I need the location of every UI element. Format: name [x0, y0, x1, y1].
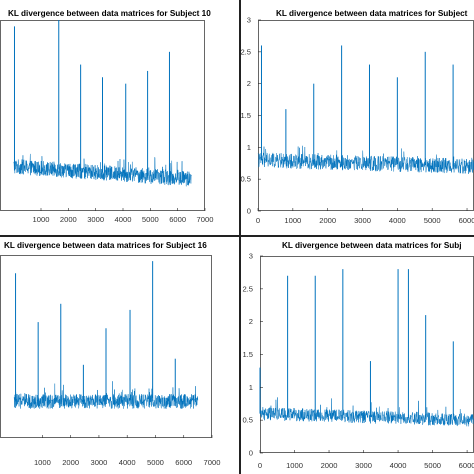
x-tick-label: 1000 — [34, 458, 51, 467]
y-tick-label: 2 — [249, 317, 253, 326]
x-tick-label: 3000 — [354, 216, 371, 225]
y-tick-label: 3 — [249, 252, 253, 261]
panel-title: KL divergence between data matrices for … — [8, 9, 211, 18]
kl-series-line — [13, 153, 192, 187]
x-tick-label: 0 — [256, 216, 260, 225]
x-tick-label: 3000 — [90, 458, 107, 467]
x-tick-label: 7000 — [197, 215, 214, 224]
x-tick-label: 1000 — [33, 215, 50, 224]
y-tick-label: 0.5 — [242, 416, 253, 425]
panel-subject-16: KL divergence between data matrices for … — [0, 241, 221, 467]
y-tick-label: 2.5 — [240, 47, 251, 56]
y-tick-label: 0 — [247, 207, 251, 216]
x-tick-label: 0 — [258, 461, 262, 470]
y-tick-label: 2 — [247, 79, 251, 88]
x-tick-label: 2000 — [321, 461, 338, 470]
x-tick-label: 4000 — [115, 215, 132, 224]
x-tick-label: 2000 — [319, 216, 336, 225]
x-tick-label: 2000 — [62, 458, 79, 467]
panel-top-right: KL divergence between data matrices for … — [240, 9, 474, 225]
panel-title: KL divergence between data matrices for … — [4, 241, 207, 250]
x-tick-label: 4000 — [390, 461, 407, 470]
axes-box — [0, 20, 205, 211]
x-tick-label: 4000 — [389, 216, 406, 225]
x-tick-label: 6000 — [459, 216, 474, 225]
y-tick-label: 2.5 — [242, 284, 253, 293]
x-tick-label: 3000 — [355, 461, 372, 470]
y-tick-label: 0 — [249, 449, 253, 458]
x-tick-label: 6000 — [459, 461, 474, 470]
panel-bottom-right: KL divergence between data matrices for … — [242, 241, 474, 470]
x-tick-label: 6000 — [175, 458, 192, 467]
x-tick-label: 4000 — [119, 458, 136, 467]
x-tick-label: 7000 — [204, 458, 221, 467]
x-tick-label: 5000 — [142, 215, 159, 224]
x-tick-label: 2000 — [60, 215, 77, 224]
panel-title: KL divergence between data matrices for … — [282, 241, 462, 250]
y-tick-label: 1.5 — [242, 350, 253, 359]
x-tick-label: 1000 — [286, 461, 303, 470]
kl-series-line — [257, 145, 474, 174]
x-tick-label: 1000 — [284, 216, 301, 225]
panel-subject-10: KL divergence between data matrices for … — [0, 9, 214, 224]
y-tick-label: 3 — [247, 16, 251, 25]
x-tick-label: 5000 — [424, 216, 441, 225]
y-tick-label: 1 — [249, 383, 253, 392]
y-tick-label: 1 — [247, 143, 251, 152]
y-tick-label: 1.5 — [240, 111, 251, 120]
x-tick-label: 5000 — [147, 458, 164, 467]
x-tick-label: 6000 — [169, 215, 186, 224]
axes-box — [0, 255, 212, 438]
kl-series-line — [259, 397, 474, 427]
y-tick-label: 0.5 — [240, 175, 251, 184]
panel-title: KL divergence between data matrices for … — [276, 9, 468, 18]
x-tick-label: 5000 — [424, 461, 441, 470]
x-tick-label: 3000 — [87, 215, 104, 224]
